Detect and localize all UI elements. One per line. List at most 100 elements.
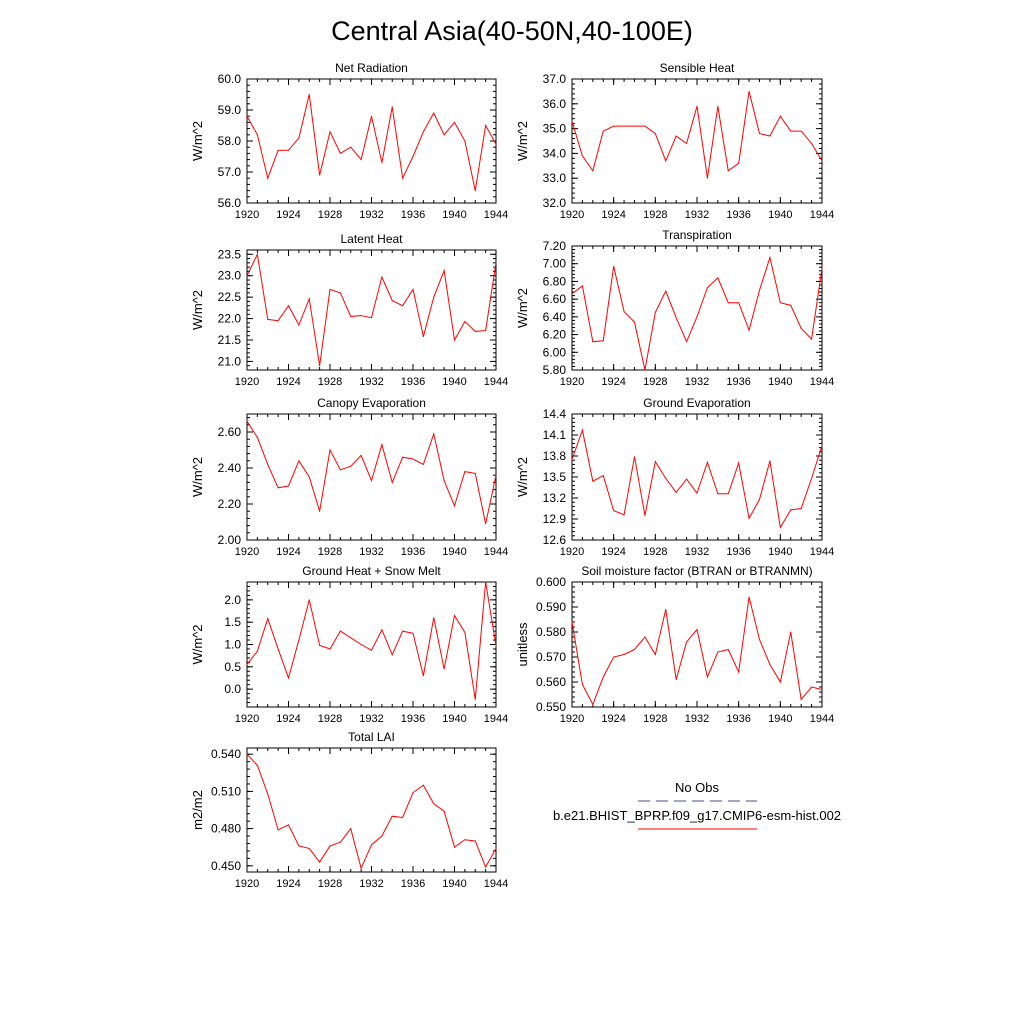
data-point [592, 704, 594, 705]
data-point [277, 648, 279, 650]
y-tick-label: 6.00 [543, 345, 567, 359]
data-point [495, 143, 497, 145]
data-point [308, 847, 310, 849]
data-point [474, 330, 476, 332]
series-line [571, 91, 823, 179]
data-point [602, 676, 604, 678]
data-point [634, 125, 635, 127]
data-point [644, 515, 646, 516]
x-tick-label: 1920 [560, 713, 584, 725]
panel-title: Ground Heat + Snow Melt [302, 564, 441, 578]
data-point [464, 839, 466, 841]
data-point [790, 509, 792, 511]
y-tick-label: 2.0 [224, 593, 241, 607]
data-point [623, 311, 625, 313]
data-point [298, 845, 300, 847]
data-point [267, 177, 269, 179]
series-line [246, 94, 497, 191]
x-tick-label: 1928 [643, 376, 667, 388]
data-point [433, 803, 435, 805]
y-tick-label: 58.0 [218, 134, 242, 148]
data-point [256, 436, 258, 438]
data-point [644, 636, 646, 638]
data-point [412, 632, 414, 634]
x-tick-label: 1936 [401, 546, 425, 558]
y-tick-label: 14.1 [543, 428, 567, 442]
y-tick-label: 0.560 [536, 675, 566, 689]
data-point [402, 177, 404, 179]
chart-panel: Total LAI m2/m2 1920 1924 1928 1932 1936 1940 19… [190, 730, 508, 890]
x-tick-label: 1940 [768, 546, 792, 558]
data-point [298, 639, 300, 641]
data-point [727, 649, 729, 650]
panel-title: Sensible Heat [660, 61, 735, 75]
chart-panel: Transpiration W/m^2 1920 1924 1928 1932 1936 19… [515, 228, 834, 388]
data-point [495, 847, 497, 849]
data-point [443, 134, 445, 136]
y-tick-label: 21.0 [218, 354, 242, 368]
data-point [811, 142, 813, 144]
series-line [571, 596, 823, 706]
x-tick-label: 1932 [359, 376, 383, 388]
data-point [402, 816, 404, 818]
series-line [246, 420, 497, 524]
data-point [769, 460, 771, 462]
x-tick-label: 1936 [401, 878, 425, 890]
y-tick-label: 59.0 [218, 103, 242, 117]
x-tick-label: 1928 [318, 209, 342, 221]
x-tick-label: 1940 [442, 546, 466, 558]
data-point [391, 815, 393, 817]
data-point [412, 792, 414, 794]
data-point [391, 300, 393, 302]
x-tick-label: 1928 [643, 209, 667, 221]
chart-panel: Canopy Evaporation W/m^2 1920 1924 1928 1932 1… [190, 396, 508, 558]
data-point [422, 784, 424, 786]
data-point [613, 125, 615, 127]
figure-title: Central Asia(40-50N,40-100E) [331, 16, 693, 46]
x-tick-label: 1936 [726, 209, 750, 221]
x-tick-label: 1944 [484, 376, 508, 388]
data-point [474, 190, 476, 192]
data-point [759, 133, 760, 135]
data-point [433, 112, 435, 114]
chart-panel: Net Radiation W/m^2 1920 1924 1928 1932 1936 19… [190, 61, 508, 221]
data-point [412, 288, 414, 290]
data-point [495, 645, 497, 647]
y-tick-label: 6.60 [543, 292, 567, 306]
data-point [350, 465, 352, 467]
y-tick-label: 23.0 [218, 269, 242, 283]
data-point [769, 257, 771, 259]
x-tick-label: 1936 [401, 376, 425, 388]
data-point [821, 267, 823, 269]
x-tick-label: 1920 [235, 878, 259, 890]
data-point [391, 106, 393, 108]
data-point [779, 302, 781, 304]
data-point [748, 90, 750, 92]
legend-obs-label: No Obs [675, 780, 720, 795]
data-point [665, 609, 667, 610]
data-point [748, 596, 750, 598]
y-tick-label: 37.0 [543, 72, 567, 86]
panel-title: Soil moisture factor (BTRAN or BTRANMN) [581, 564, 812, 578]
x-tick-label: 1940 [768, 376, 792, 388]
data-point [581, 684, 583, 685]
data-point [443, 270, 445, 272]
y-tick-label: 1.0 [224, 638, 241, 652]
y-axis-label: W/m^2 [190, 121, 205, 161]
data-point [748, 517, 750, 519]
x-tick-label: 1924 [276, 376, 300, 388]
y-tick-label: 32.0 [543, 196, 567, 210]
y-tick-label: 0.510 [211, 784, 241, 798]
data-point [811, 686, 813, 688]
data-point [727, 170, 729, 172]
data-point [623, 514, 625, 516]
series-line [246, 252, 497, 366]
data-point [686, 478, 688, 480]
x-tick-label: 1928 [318, 878, 342, 890]
series-line [571, 428, 823, 529]
x-tick-label: 1936 [401, 713, 425, 725]
data-point [485, 330, 487, 332]
data-point [581, 155, 583, 157]
data-point [402, 456, 404, 458]
data-point [422, 131, 424, 133]
